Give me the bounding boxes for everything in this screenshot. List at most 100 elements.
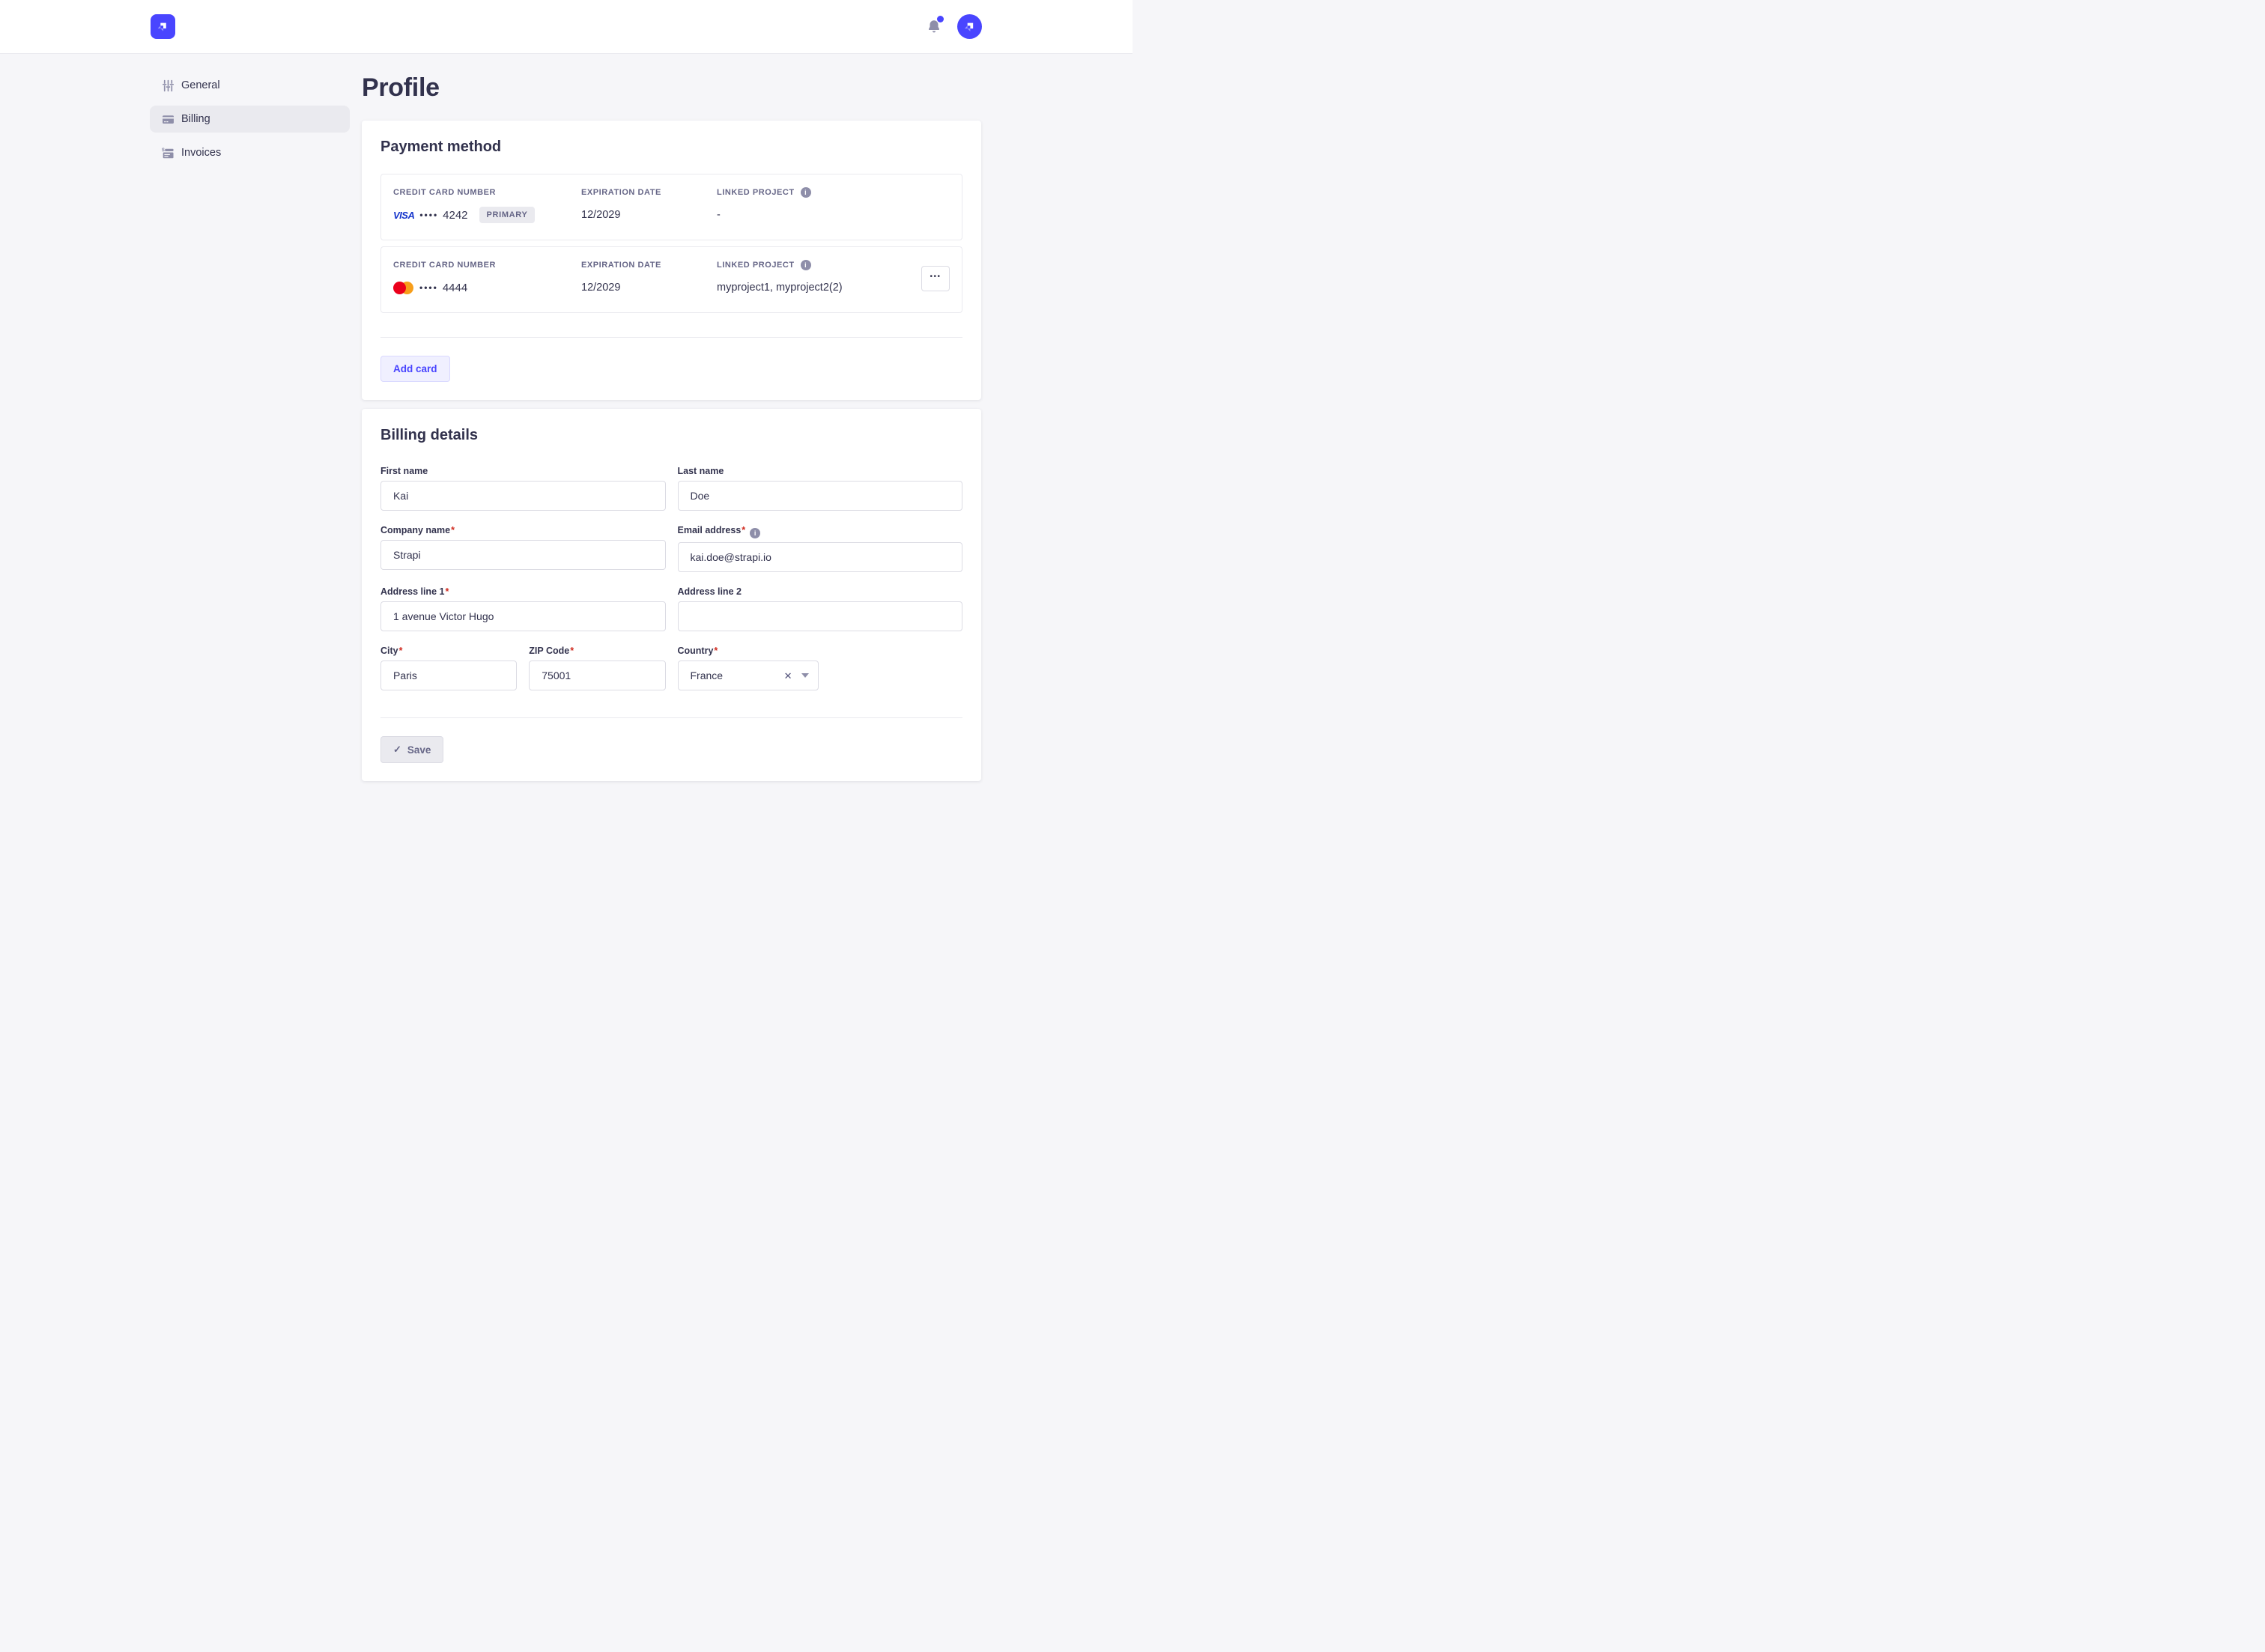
- zip-code-label: ZIP Code: [529, 646, 570, 656]
- app-header: [0, 0, 1132, 54]
- bell-icon: [928, 19, 940, 32]
- invoice-icon: $: [161, 146, 175, 160]
- expiration-header: EXPIRATION DATE: [581, 261, 661, 270]
- required-asterisk: *: [742, 525, 746, 535]
- linked-project-header: LINKED PROJECT: [717, 261, 795, 270]
- field-address-line-1: Address line 1*: [380, 586, 666, 631]
- save-label: Save: [407, 744, 431, 756]
- mastercard-logo: [393, 281, 413, 294]
- header-actions: [924, 14, 982, 39]
- ellipsis-icon: •••: [930, 272, 942, 281]
- expiration-cell: EXPIRATION DATE 12/2029: [581, 260, 717, 297]
- sidebar-item-general[interactable]: General: [150, 72, 350, 99]
- first-name-label: First name: [380, 466, 428, 476]
- first-name-input[interactable]: [380, 481, 666, 511]
- card-last4: 4242: [443, 208, 468, 222]
- expiration-header: EXPIRATION DATE: [581, 188, 661, 197]
- linked-project-cell: LINKED PROJECT i myproject1, myproject2(…: [717, 260, 912, 297]
- payment-method-title: Payment method: [380, 139, 502, 155]
- field-country: Country* France ✕: [677, 645, 819, 690]
- card-last4: 4444: [442, 281, 468, 294]
- save-button[interactable]: ✓ Save: [380, 736, 444, 763]
- credit-card-number-header: CREDIT CARD NUMBER: [393, 188, 497, 197]
- zip-code-input[interactable]: [529, 661, 666, 690]
- credit-card-number-header: CREDIT CARD NUMBER: [393, 261, 497, 270]
- sidebar-item-label: Billing: [181, 113, 210, 125]
- strapi-mark-icon: [157, 22, 166, 31]
- sliders-icon: [161, 79, 175, 92]
- address-line-1-input[interactable]: [380, 601, 666, 631]
- credit-card-icon: [161, 112, 175, 126]
- masked-digits: ••••: [419, 210, 439, 220]
- strapi-logo[interactable]: [151, 14, 175, 39]
- add-card-button[interactable]: Add card: [380, 356, 450, 382]
- sidebar-item-label: General: [181, 79, 220, 91]
- credit-card-list: CREDIT CARD NUMBER VISA •••• 4242 PRIMAR…: [380, 174, 962, 313]
- required-asterisk: *: [445, 586, 449, 597]
- address-line-1-label: Address line 1: [380, 586, 445, 597]
- company-name-label: Company name: [380, 525, 451, 535]
- linked-project-cell: LINKED PROJECT i -: [717, 187, 950, 224]
- country-select[interactable]: France ✕: [677, 661, 819, 690]
- info-icon[interactable]: i: [800, 187, 811, 198]
- email-input[interactable]: [677, 542, 962, 572]
- expiration-value: 12/2029: [581, 209, 621, 221]
- linked-project-value: myproject1, myproject2(2): [717, 282, 843, 294]
- add-card-label: Add card: [393, 363, 437, 374]
- divider: [380, 717, 962, 718]
- page-title: Profile: [362, 73, 440, 102]
- country-label: Country: [677, 646, 714, 656]
- field-company-name: Company name*: [380, 524, 666, 572]
- linked-project-value: -: [717, 209, 721, 221]
- last-name-label: Last name: [677, 466, 724, 476]
- notifications-button[interactable]: [924, 15, 944, 37]
- field-address-line-2: Address line 2: [677, 586, 962, 631]
- address-line-2-label: Address line 2: [677, 586, 742, 597]
- notification-dot: [937, 15, 944, 22]
- field-city: City*: [380, 645, 518, 690]
- required-asterisk: *: [398, 646, 403, 656]
- divider: [380, 337, 962, 338]
- sidebar-item-billing[interactable]: Billing: [150, 106, 350, 133]
- clear-country-button[interactable]: ✕: [783, 669, 794, 682]
- primary-badge: PRIMARY: [479, 207, 536, 223]
- credit-card-number-cell: CREDIT CARD NUMBER VISA •••• 4242 PRIMAR…: [393, 187, 581, 224]
- sidebar-item-label: Invoices: [181, 147, 222, 159]
- info-icon[interactable]: i: [800, 260, 811, 270]
- billing-details-title: Billing details: [380, 427, 479, 443]
- field-last-name: Last name: [677, 465, 962, 511]
- strapi-mark-icon: [964, 22, 973, 31]
- settings-sidebar: General Billing $: [150, 72, 350, 166]
- city-zip-row: City* ZIP Code*: [380, 645, 666, 690]
- billing-details-card: Billing details First name Last name Com…: [362, 409, 981, 781]
- check-icon: ✓: [393, 744, 401, 755]
- svg-text:$: $: [162, 147, 165, 152]
- last-name-input[interactable]: [677, 481, 962, 511]
- expiration-cell: EXPIRATION DATE 12/2029: [581, 187, 717, 224]
- credit-card-row: CREDIT CARD NUMBER VISA •••• 4242 PRIMAR…: [380, 174, 962, 240]
- expiration-value: 12/2029: [581, 282, 621, 294]
- country-value: France: [690, 669, 724, 681]
- city-input[interactable]: [380, 661, 518, 690]
- field-zip-code: ZIP Code*: [529, 645, 666, 690]
- company-name-input[interactable]: [380, 540, 666, 570]
- field-email: Email address* i: [677, 524, 962, 572]
- sidebar-item-invoices[interactable]: $ Invoices: [150, 139, 350, 166]
- payment-method-card: Payment method CREDIT CARD NUMBER VISA •…: [362, 121, 981, 400]
- card-options-button[interactable]: •••: [921, 265, 950, 291]
- required-asterisk: *: [451, 525, 455, 535]
- credit-card-number-cell: CREDIT CARD NUMBER •••• 4444: [393, 260, 581, 297]
- city-label: City: [380, 646, 398, 656]
- info-icon[interactable]: i: [750, 528, 761, 538]
- email-label: Email address: [677, 525, 742, 535]
- content-area: General Billing $: [0, 54, 1132, 790]
- visa-logo: VISA: [393, 209, 415, 221]
- address-line-2-input[interactable]: [677, 601, 962, 631]
- linked-project-header: LINKED PROJECT: [717, 188, 795, 197]
- billing-form: First name Last name Company name* Email…: [380, 465, 962, 690]
- field-first-name: First name: [380, 465, 666, 511]
- chevron-down-icon: [801, 673, 809, 678]
- user-avatar[interactable]: [957, 14, 982, 39]
- masked-digits: ••••: [419, 282, 438, 293]
- required-asterisk: *: [714, 646, 718, 656]
